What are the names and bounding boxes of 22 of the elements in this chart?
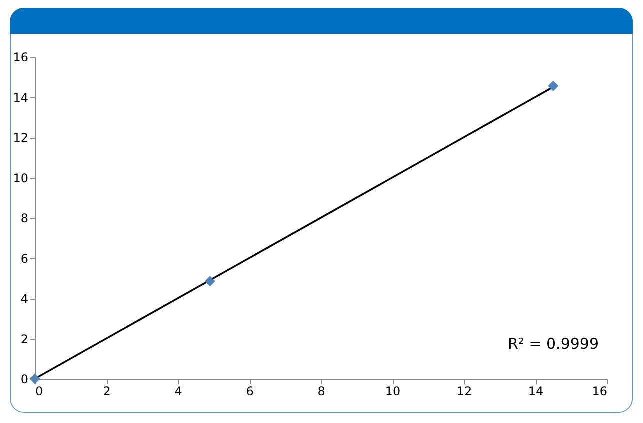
point <box>204 276 216 287</box>
y-tick-label: 16 <box>13 50 28 64</box>
y-tick-label: 4 <box>20 292 28 306</box>
x-tick-label: 0 <box>36 384 44 398</box>
point <box>30 374 40 384</box>
y-tick-label: 14 <box>13 90 28 105</box>
x-tick-label: 10 <box>385 384 401 398</box>
point <box>548 80 559 92</box>
x-tick-label: 14 <box>528 384 544 398</box>
y-tick-label: 6 <box>20 252 28 266</box>
y-tick-label: 8 <box>20 212 28 226</box>
y-tick-label: 12 <box>13 131 28 145</box>
y-tick-label: 0 <box>20 372 28 386</box>
y-tick-label: 2 <box>20 332 28 346</box>
x-tick-label: 8 <box>318 384 326 398</box>
x-tick-label: 6 <box>246 384 254 398</box>
y-tick-label: 10 <box>13 171 28 186</box>
x-tick-label: 12 <box>456 384 472 398</box>
x-tick-label: 4 <box>174 384 182 398</box>
x-tick-label: 16 <box>592 384 608 398</box>
annotation: R² = 0.9999 <box>508 335 599 353</box>
x-tick-label: 2 <box>103 384 111 398</box>
